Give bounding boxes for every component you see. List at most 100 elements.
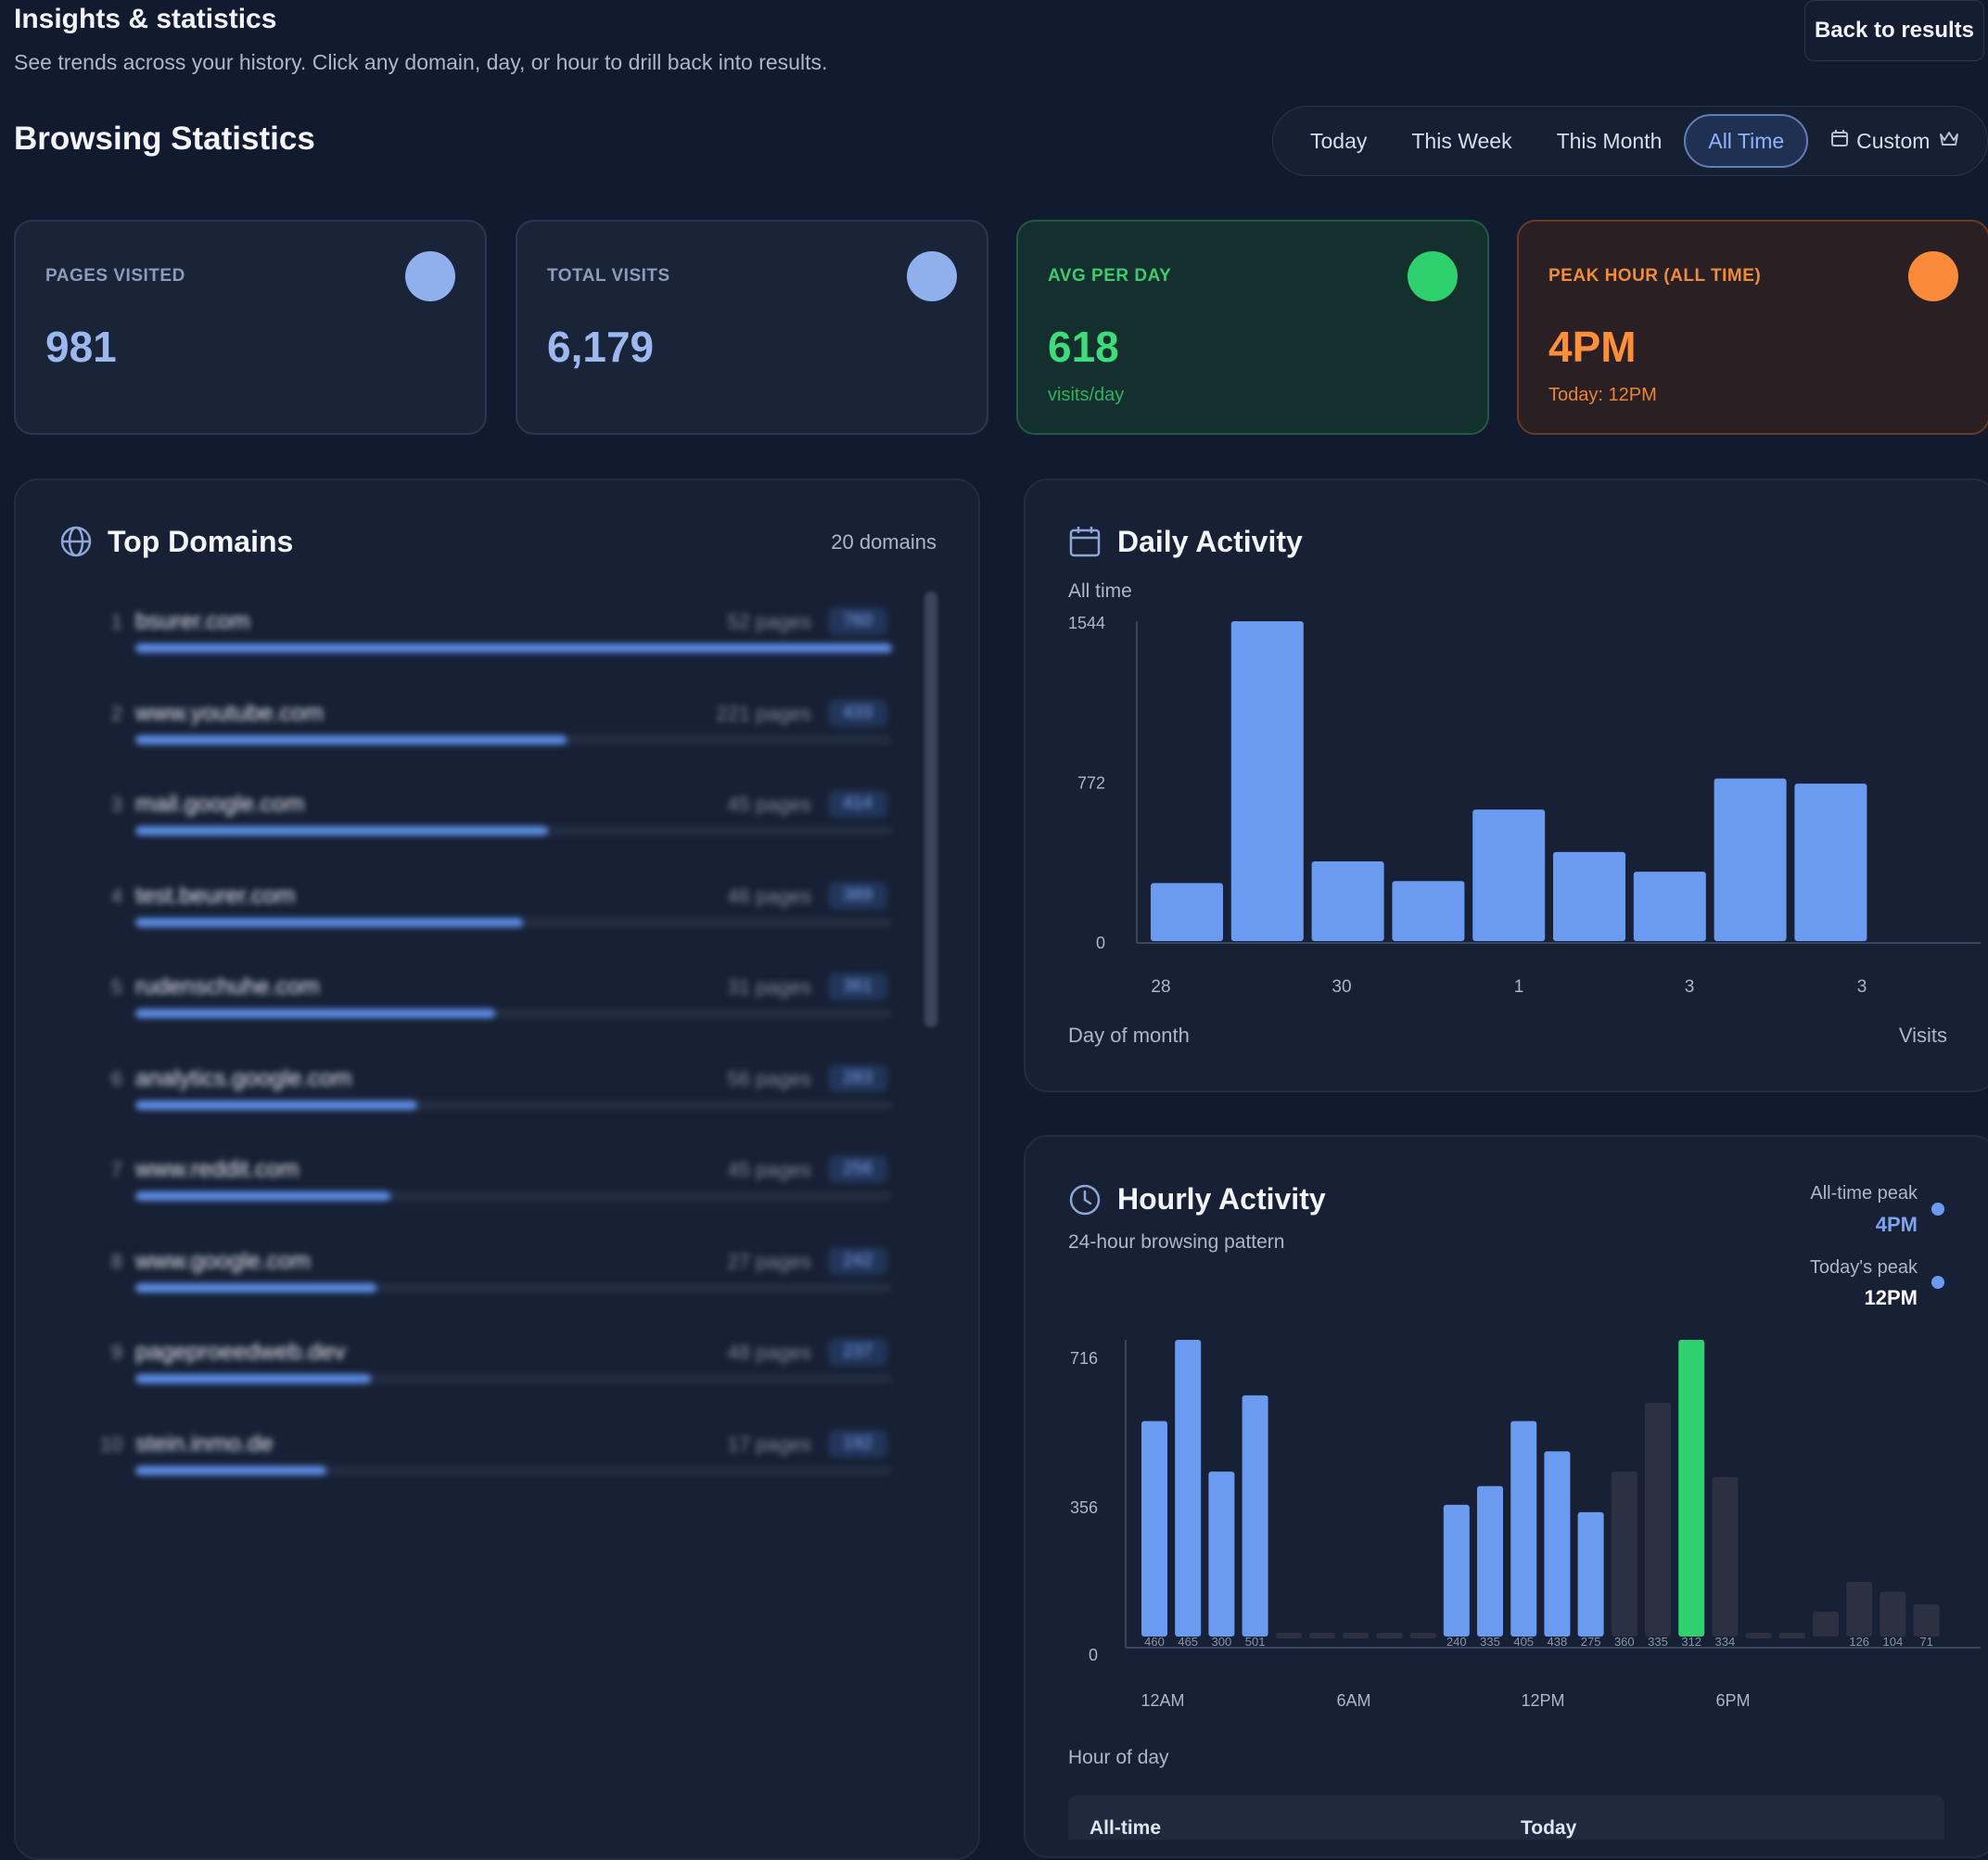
hourly-bar[interactable] bbox=[1343, 1633, 1370, 1638]
domain-row[interactable]: 7 www.reddit.com 45 pages 256 bbox=[0, 1149, 927, 1240]
domain-row[interactable]: 2 www.youtube.com 221 pages 433 bbox=[0, 693, 927, 783]
hourly-bar[interactable] bbox=[1309, 1633, 1335, 1638]
domain-pages: 46 pages bbox=[727, 884, 811, 908]
daily-bar[interactable] bbox=[1714, 778, 1787, 941]
daily-x-tick: 28 bbox=[1151, 977, 1170, 997]
hourly-bar[interactable] bbox=[1645, 1402, 1671, 1637]
hourly-bar[interactable] bbox=[1544, 1451, 1571, 1637]
hourly-bar[interactable] bbox=[1846, 1582, 1873, 1637]
hourly-x-tick: 6PM bbox=[1715, 1691, 1750, 1710]
domain-row[interactable]: 6 analytics.google.com 56 pages 283 bbox=[0, 1058, 927, 1149]
hourly-bar[interactable] bbox=[1443, 1504, 1470, 1637]
daily-y-tick: 0 bbox=[1096, 934, 1105, 952]
crown-icon bbox=[1939, 129, 1959, 153]
today-peak-dot-icon bbox=[1931, 1276, 1944, 1289]
domain-bar-track bbox=[135, 734, 892, 745]
hourly-bar[interactable] bbox=[1409, 1633, 1436, 1638]
hourly-bar[interactable] bbox=[1275, 1633, 1302, 1638]
domain-name: www.google.com bbox=[135, 1247, 311, 1274]
domain-row[interactable]: 8 www.google.com 27 pages 242 bbox=[0, 1241, 927, 1331]
globe-icon bbox=[59, 525, 93, 563]
hourly-bar[interactable] bbox=[1712, 1476, 1739, 1637]
hourly-bar[interactable] bbox=[1577, 1511, 1604, 1637]
domain-name: stein.inmo.de bbox=[135, 1430, 274, 1457]
domain-row[interactable]: 1 bsurer.com 52 pages 760 bbox=[0, 601, 927, 692]
domain-pages: 17 pages bbox=[727, 1432, 811, 1456]
domain-pages: 45 pages bbox=[727, 793, 811, 816]
hourly-bar[interactable] bbox=[1813, 1612, 1839, 1637]
stat-indicator-icon bbox=[907, 251, 957, 301]
hourly-bar-label: 240 bbox=[1446, 1635, 1467, 1649]
domain-row[interactable]: 10 stein.inmo.de 17 pages 192 bbox=[0, 1423, 927, 1514]
domain-bar-fill bbox=[135, 643, 892, 653]
stat-indicator-icon bbox=[1908, 251, 1958, 301]
domain-pages: 27 pages bbox=[727, 1249, 811, 1273]
daily-y-tick: 1544 bbox=[1068, 614, 1105, 632]
daily-bar[interactable] bbox=[1392, 881, 1465, 941]
hourly-bar[interactable] bbox=[1678, 1340, 1705, 1637]
hourly-bar-label: 438 bbox=[1548, 1635, 1568, 1649]
daily-x-tick: 1 bbox=[1514, 977, 1524, 997]
hourly-bar[interactable] bbox=[1141, 1420, 1167, 1637]
hourly-bar-label: 126 bbox=[1849, 1635, 1869, 1649]
daily-bar[interactable] bbox=[1311, 860, 1384, 941]
domain-row[interactable]: 4 test.beurer.com 46 pages 389 bbox=[0, 875, 927, 966]
hourly-bar-label: 460 bbox=[1144, 1635, 1165, 1649]
alltime-peak-dot-icon bbox=[1931, 1203, 1944, 1216]
domain-list-scrollbar[interactable] bbox=[924, 592, 937, 1027]
range-custom-button[interactable]: Custom bbox=[1808, 114, 1982, 168]
domain-visits-badge: 237 bbox=[828, 1338, 887, 1366]
daily-bar[interactable] bbox=[1633, 872, 1706, 941]
daily-bar[interactable] bbox=[1794, 783, 1867, 941]
daily-bar[interactable] bbox=[1472, 809, 1546, 941]
stat-label: AVG PER DAY bbox=[1048, 266, 1172, 286]
stat-indicator-icon bbox=[405, 251, 455, 301]
today-peak-label: Today's peak bbox=[1809, 1257, 1918, 1278]
hourly-bar[interactable] bbox=[1376, 1633, 1403, 1638]
daily-bar[interactable] bbox=[1553, 851, 1625, 941]
hourly-bar[interactable] bbox=[1175, 1340, 1202, 1637]
hourly-bar[interactable] bbox=[1611, 1471, 1638, 1637]
daily-bar[interactable] bbox=[1230, 621, 1304, 941]
stat-card-total-visits: TOTAL VISITS 6,179 bbox=[516, 220, 988, 435]
hourly-bar[interactable] bbox=[1477, 1485, 1503, 1637]
domain-row[interactable]: 3 mail.google.com 45 pages 414 bbox=[0, 783, 927, 874]
hourly-bar[interactable] bbox=[1208, 1471, 1235, 1637]
range-this-week-button[interactable]: This Week bbox=[1411, 128, 1512, 153]
hourly-activity-subtitle: 24-hour browsing pattern bbox=[1068, 1231, 1285, 1253]
hourly-x-tick: 12AM bbox=[1141, 1691, 1184, 1710]
range-today-button[interactable]: Today bbox=[1310, 128, 1368, 153]
range-this-month-button[interactable]: This Month bbox=[1556, 128, 1663, 153]
domain-bar-fill bbox=[135, 1100, 417, 1110]
daily-y-axis-label: Visits bbox=[1898, 1024, 1947, 1047]
hourly-col-alltime: All-time bbox=[1090, 1817, 1162, 1839]
hourly-bar[interactable] bbox=[1510, 1420, 1537, 1637]
domain-row[interactable]: 9 pageproeedweb.dev 48 pages 237 bbox=[0, 1331, 927, 1422]
stat-label: TOTAL VISITS bbox=[547, 266, 670, 286]
hourly-activity-chart: 0 356 716 460 465 300 501 240 335 405 438 275 360 335… bbox=[1070, 1340, 1981, 1710]
domain-name: analytics.google.com bbox=[135, 1064, 352, 1091]
hourly-bar[interactable] bbox=[1778, 1633, 1805, 1638]
hourly-bar[interactable] bbox=[1880, 1591, 1906, 1637]
stat-card-peak-hour: PEAK HOUR (ALL TIME) 4PM Today: 12PM bbox=[1517, 220, 1988, 435]
domain-pages: 56 pages bbox=[727, 1066, 811, 1090]
hourly-bar[interactable] bbox=[1745, 1633, 1772, 1638]
daily-x-tick: 30 bbox=[1332, 977, 1351, 997]
hourly-y-tick: 716 bbox=[1070, 1349, 1098, 1368]
range-all-time-button[interactable]: All Time bbox=[1684, 114, 1809, 168]
domain-rank: 2 bbox=[110, 701, 122, 725]
stat-subtext: visits/day bbox=[1048, 385, 1125, 405]
top-domains-panel bbox=[14, 478, 980, 1860]
domain-row[interactable]: 5 rudenschuhe.com 31 pages 361 bbox=[0, 966, 927, 1057]
hourly-bar[interactable] bbox=[1242, 1395, 1268, 1637]
daily-bar[interactable] bbox=[1151, 883, 1223, 941]
hourly-bar[interactable] bbox=[1913, 1604, 1940, 1637]
domain-list: 1 bsurer.com 52 pages 760 2 www.youtube.com 22… bbox=[0, 601, 974, 1491]
domain-name: pageproeedweb.dev bbox=[135, 1339, 346, 1365]
page-subtitle: See trends across your history. Click an… bbox=[14, 50, 828, 74]
back-to-results-button[interactable]: Back to results bbox=[1804, 0, 1984, 61]
daily-x-tick: 3 bbox=[1857, 977, 1867, 997]
section-title: Browsing Statistics bbox=[14, 121, 315, 157]
domain-rank: 1 bbox=[110, 610, 122, 633]
domain-visits-badge: 389 bbox=[828, 881, 887, 910]
